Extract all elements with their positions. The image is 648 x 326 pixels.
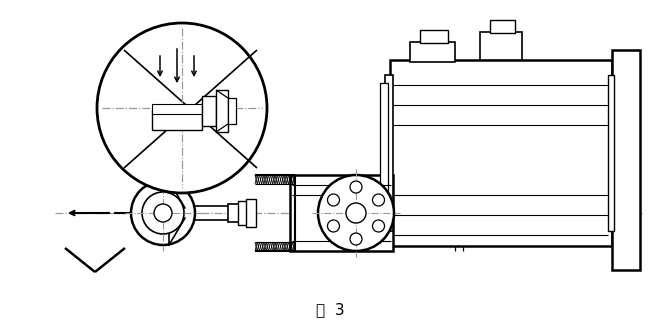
Bar bbox=[490, 20, 515, 33]
Circle shape bbox=[318, 175, 394, 251]
Bar bbox=[238, 201, 248, 225]
Bar bbox=[420, 30, 448, 43]
Bar bbox=[246, 199, 256, 227]
Bar bbox=[385, 75, 393, 231]
Circle shape bbox=[154, 204, 172, 222]
Text: 图  3: 图 3 bbox=[316, 303, 344, 318]
Bar bbox=[228, 98, 236, 124]
Circle shape bbox=[373, 220, 384, 232]
Circle shape bbox=[142, 192, 184, 234]
Bar bbox=[608, 75, 614, 231]
Bar bbox=[380, 83, 388, 223]
Bar bbox=[612, 50, 640, 270]
Circle shape bbox=[327, 220, 340, 232]
Bar bbox=[410, 42, 455, 62]
Circle shape bbox=[373, 194, 384, 206]
Bar bbox=[390, 60, 612, 246]
Bar bbox=[290, 175, 393, 251]
Bar bbox=[202, 96, 216, 126]
Bar bbox=[228, 204, 246, 222]
Circle shape bbox=[346, 203, 366, 223]
Circle shape bbox=[131, 181, 195, 245]
Bar bbox=[216, 90, 228, 132]
Circle shape bbox=[350, 233, 362, 245]
Circle shape bbox=[97, 23, 267, 193]
Bar bbox=[480, 32, 522, 60]
Bar bbox=[152, 110, 202, 130]
Bar bbox=[152, 104, 202, 114]
Circle shape bbox=[327, 194, 340, 206]
Circle shape bbox=[350, 181, 362, 193]
